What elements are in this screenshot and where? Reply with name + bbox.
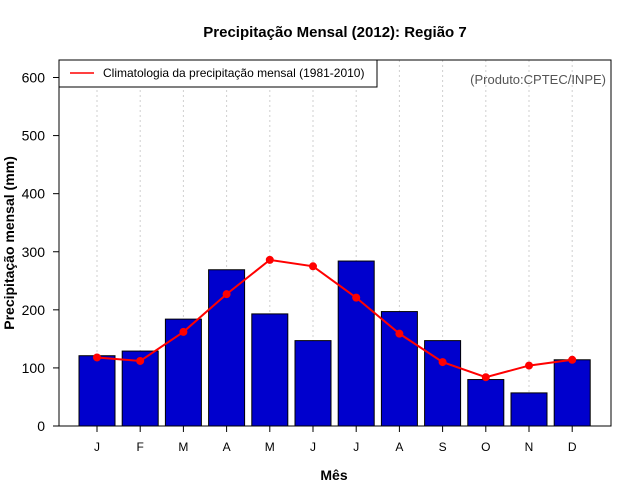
legend: Climatologia da precipitação mensal (198… xyxy=(58,59,378,88)
bar-12 xyxy=(553,359,591,427)
legend-box xyxy=(58,59,378,88)
y-tick-label: 0 xyxy=(37,418,45,434)
x-tick-label: O xyxy=(481,440,490,454)
y-tick-label: 200 xyxy=(22,302,46,318)
climatology-point-7 xyxy=(352,293,361,302)
bar-11 xyxy=(510,392,548,427)
legend-label: Climatologia da precipitação mensal (198… xyxy=(103,66,364,80)
climatology-series xyxy=(93,255,577,382)
x-tick-label: J xyxy=(94,440,100,454)
climatology-point-8 xyxy=(395,329,404,338)
x-tick-label: S xyxy=(439,440,447,454)
bar-1 xyxy=(78,355,116,427)
bar-series xyxy=(78,260,591,427)
chart-title: Precipitação Mensal (2012): Região 7 xyxy=(203,24,466,41)
climatology-point-1 xyxy=(93,353,101,362)
climatology-point-11 xyxy=(525,361,533,370)
y-tick-label: 600 xyxy=(22,70,46,86)
x-tick-label: A xyxy=(395,440,403,454)
bar-5 xyxy=(251,313,289,427)
climatology-point-3 xyxy=(179,327,188,336)
climatology-point-4 xyxy=(222,290,231,299)
y-axis-label: Precipitação mensal (mm) xyxy=(1,156,17,330)
climatology-point-9 xyxy=(438,358,447,367)
credit-text: (Produto:CPTEC/INPE) xyxy=(470,72,606,87)
x-tick-label: A xyxy=(223,440,231,454)
y-tick-label: 400 xyxy=(22,186,46,202)
x-tick-label: J xyxy=(310,440,316,454)
y-tick-label: 300 xyxy=(22,244,46,260)
climatology-point-12 xyxy=(568,355,577,364)
y-tick-label: 500 xyxy=(22,128,46,144)
climatology-point-5 xyxy=(265,255,274,264)
climatology-point-6 xyxy=(309,262,317,271)
x-axis-label: Mês xyxy=(320,467,347,483)
x-tick-label: D xyxy=(568,440,577,454)
x-tick-label: F xyxy=(137,440,144,454)
x-tick-label: M xyxy=(178,440,188,454)
y-tick-label: 100 xyxy=(22,360,46,376)
bar-7 xyxy=(337,260,375,427)
x-tick-label: N xyxy=(525,440,534,454)
bar-8 xyxy=(380,311,418,427)
y-axis: 0 100 200 300 400 500 600 xyxy=(22,70,59,434)
climatology-point-10 xyxy=(481,373,490,382)
climatology-line xyxy=(96,258,573,379)
x-tick-label: M xyxy=(265,440,275,454)
climatology-point-2 xyxy=(136,356,145,365)
bar-10 xyxy=(467,379,505,427)
x-tick-label: J xyxy=(353,440,359,454)
bar-6 xyxy=(294,340,332,427)
